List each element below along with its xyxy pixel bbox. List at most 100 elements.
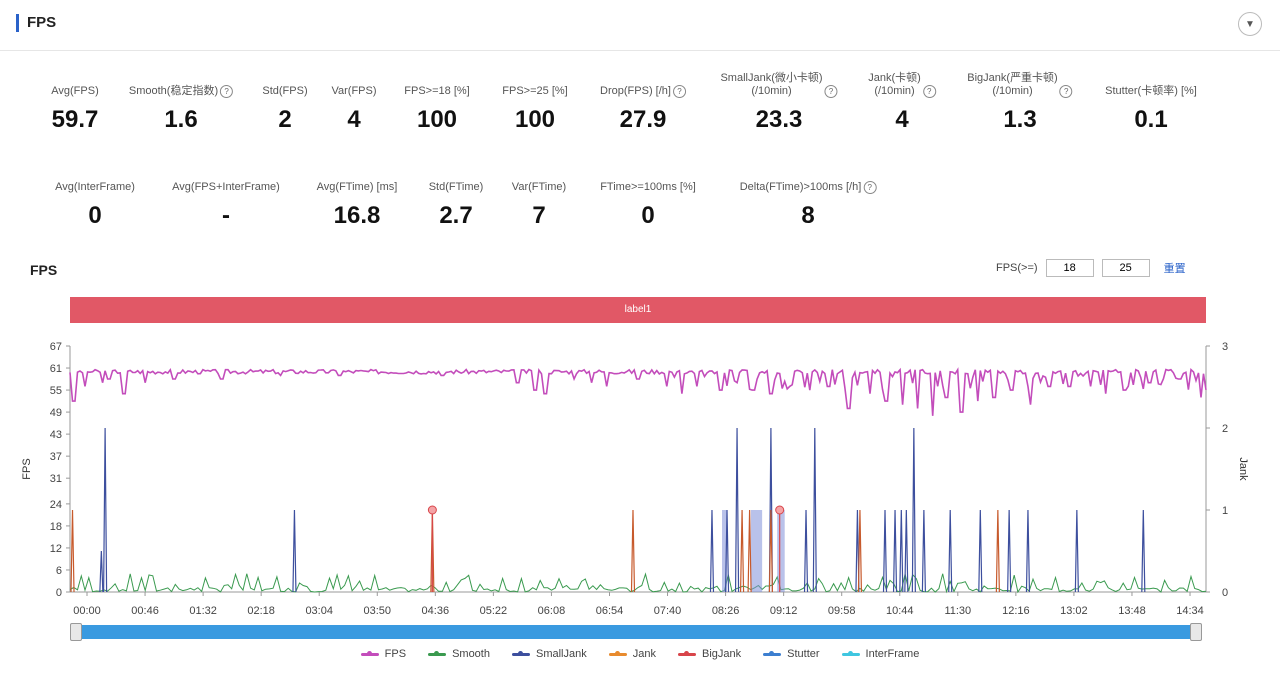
x-tick-label: 14:34 xyxy=(1176,605,1204,617)
label-bar[interactable]: label1 xyxy=(70,297,1206,323)
chevron-down-icon[interactable]: ▼ xyxy=(1238,12,1262,36)
x-tick-label: 11:30 xyxy=(944,605,971,617)
zoom-slider-right-handle[interactable] xyxy=(1190,623,1202,641)
fps-threshold-2-input[interactable] xyxy=(1101,259,1150,277)
fps-threshold-label: FPS(>=) xyxy=(996,262,1038,274)
x-tick-label: 13:48 xyxy=(1118,605,1146,617)
legend-item-interframe[interactable]: InterFrame xyxy=(841,648,919,660)
legend-label: FPS xyxy=(384,648,407,660)
stat-2: Avg(FTime) [ms] 16.8 xyxy=(317,166,398,230)
smalljank-spike xyxy=(911,427,916,593)
reset-button[interactable]: 重置 xyxy=(1163,263,1186,275)
panel-header: FPS ▼ xyxy=(0,0,1280,51)
legend-item-jank[interactable]: Jank xyxy=(608,648,656,660)
chart-legend: FPS Smooth SmallJank Jank BigJank Stutter Inte… xyxy=(0,648,1280,660)
x-tick-label: 05:22 xyxy=(480,605,508,617)
stat-label: Avg(FPS) xyxy=(51,85,99,97)
stutter-band xyxy=(777,510,785,592)
stat-value: 0.1 xyxy=(1134,106,1168,133)
stutter-band xyxy=(750,510,763,592)
fps-threshold-1-input[interactable] xyxy=(1045,259,1094,277)
y-tick-label-left: 61 xyxy=(50,363,62,375)
x-tick-label: 03:50 xyxy=(364,605,392,617)
help-icon[interactable]: ? xyxy=(824,85,838,98)
y-axis-right-label: Jank xyxy=(1237,457,1249,481)
x-tick-label: 02:18 xyxy=(247,605,275,617)
stat-2: Std(FPS) 2 xyxy=(262,70,307,134)
stat-0: Avg(InterFrame) 0 xyxy=(55,166,135,230)
smalljank-spike xyxy=(921,509,926,593)
stat-value: 2 xyxy=(278,106,292,133)
x-tick-label: 13:02 xyxy=(1060,605,1088,617)
stat-label: Stutter(卡顿率) [%] xyxy=(1105,85,1197,97)
stat-value: 2.7 xyxy=(439,202,473,229)
jank-spike xyxy=(630,509,636,593)
y-tick-label-left: 0 xyxy=(56,587,62,599)
stat-1: Avg(FPS+InterFrame) - xyxy=(172,166,280,230)
help-icon[interactable]: ? xyxy=(922,85,936,98)
legend-label: Smooth xyxy=(452,648,490,660)
x-tick-label: 00:46 xyxy=(131,605,159,617)
y-tick-label-left: 18 xyxy=(50,521,62,533)
legend-item-bigjank[interactable]: BigJank xyxy=(677,648,742,660)
y-tick-label-left: 6 xyxy=(56,565,62,577)
panel-title: FPS xyxy=(16,14,56,32)
x-tick-label: 00:00 xyxy=(73,605,101,617)
stat-value: 100 xyxy=(416,106,458,133)
stat-label: Var(FPS) xyxy=(331,85,377,97)
help-icon[interactable]: ? xyxy=(220,85,234,98)
legend-item-smalljank[interactable]: SmallJank xyxy=(511,648,587,660)
x-tick-label: 09:58 xyxy=(828,605,856,617)
jank-spike xyxy=(768,509,774,593)
y-tick-label-left: 37 xyxy=(50,451,62,463)
legend-item-fps[interactable]: FPS xyxy=(360,648,407,660)
zoom-slider-left-handle[interactable] xyxy=(70,623,82,641)
stat-9: BigJank(严重卡顿) (/10min)? 1.3 xyxy=(967,70,1073,134)
x-tick-label: 04:36 xyxy=(422,605,450,617)
jank-spike xyxy=(739,509,745,593)
stat-value: 0 xyxy=(88,202,102,229)
x-tick-label: 06:54 xyxy=(596,605,624,617)
stat-0: Avg(FPS) 59.7 xyxy=(51,70,98,134)
legend-item-stutter[interactable]: Stutter xyxy=(763,648,820,660)
smalljank-spike xyxy=(948,509,953,593)
stat-5: FPS>=25 [%] 100 xyxy=(502,70,567,134)
x-tick-label: 10:44 xyxy=(886,605,914,617)
zoom-slider-track[interactable] xyxy=(76,625,1196,639)
chart-title: FPS xyxy=(30,262,58,278)
stat-8: Jank(卡顿) (/10min)? 4 xyxy=(868,70,936,134)
stat-label: Delta(FTime)>100ms [/h] xyxy=(739,181,862,193)
stat-value: 59.7 xyxy=(51,106,99,133)
help-icon[interactable]: ? xyxy=(672,85,686,98)
stat-label: FPS>=25 [%] xyxy=(502,85,568,97)
stat-value: 4 xyxy=(895,106,909,133)
y-tick-label-left: 43 xyxy=(50,429,62,441)
legend-swatch-icon xyxy=(677,650,696,656)
stat-label: Avg(FPS+InterFrame) xyxy=(172,181,280,193)
help-icon[interactable]: ? xyxy=(1059,85,1073,98)
smalljank-spike xyxy=(724,509,730,593)
stat-3: Var(FPS) 4 xyxy=(331,70,376,134)
x-tick-label: 12:16 xyxy=(1002,605,1030,617)
stat-value: 4 xyxy=(347,106,361,133)
stat-value: 16.8 xyxy=(333,202,381,229)
smalljank-spike xyxy=(899,509,904,593)
x-tick-label: 06:08 xyxy=(538,605,566,617)
stat-value: 1.6 xyxy=(164,106,198,133)
stat-label: FPS>=18 [%] xyxy=(404,85,470,97)
stat-label: BigJank(严重卡顿) (/10min) xyxy=(967,72,1058,97)
y-tick-label-left: 24 xyxy=(50,499,62,511)
jank-spike xyxy=(747,509,752,593)
smalljank-spike xyxy=(812,427,817,593)
bigjank-point xyxy=(427,505,437,515)
legend-label: BigJank xyxy=(701,648,742,660)
y-tick-label-left: 49 xyxy=(50,407,62,419)
stat-label: Std(FPS) xyxy=(262,85,308,97)
smalljank-spike xyxy=(709,509,715,593)
stat-label: Smooth(稳定指数) xyxy=(128,85,219,97)
help-icon[interactable]: ? xyxy=(863,181,877,194)
x-tick-label: 09:12 xyxy=(770,605,798,617)
legend-item-smooth[interactable]: Smooth xyxy=(428,648,490,660)
jank-spike xyxy=(995,509,1000,593)
